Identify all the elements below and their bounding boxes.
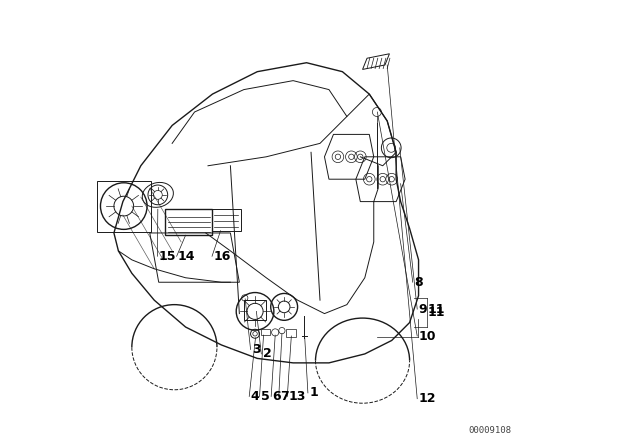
Bar	[261, 329, 270, 335]
Text: 14: 14	[178, 250, 195, 263]
Bar	[287, 329, 296, 337]
Text: 2: 2	[262, 347, 271, 361]
Text: 1: 1	[309, 386, 318, 400]
Bar	[97, 181, 150, 232]
Bar	[244, 300, 266, 320]
Text: 3: 3	[252, 343, 260, 356]
Text: 4: 4	[250, 390, 259, 403]
Text: 10: 10	[419, 329, 436, 343]
Text: 15: 15	[159, 250, 176, 263]
Bar	[165, 209, 212, 235]
Text: 5: 5	[261, 390, 269, 403]
Text: 9: 9	[419, 302, 427, 316]
Text: 8: 8	[414, 276, 422, 289]
Text: 7: 7	[280, 390, 289, 403]
Text: 16: 16	[213, 250, 231, 263]
Text: 12: 12	[419, 392, 436, 405]
Bar	[212, 209, 241, 231]
Text: 11: 11	[428, 306, 445, 319]
Text: 6: 6	[273, 390, 281, 403]
Text: 00009108: 00009108	[468, 426, 512, 435]
Text: 11: 11	[428, 302, 445, 316]
Text: 13: 13	[289, 390, 306, 403]
